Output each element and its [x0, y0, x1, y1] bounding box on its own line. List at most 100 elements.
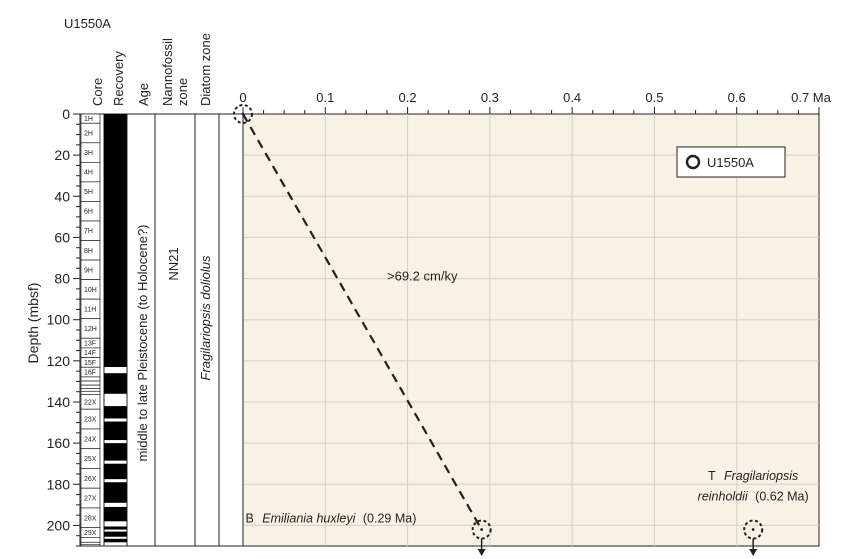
y-axis-title: Depth (mbsf)	[25, 283, 41, 364]
datum-b-species: Emiliania huxleyi	[262, 511, 356, 525]
recovery-bar	[104, 538, 127, 543]
datum-t-label: T Fragilariopsis	[708, 469, 798, 483]
x-tick-label: 0.7 Ma	[791, 90, 832, 105]
x-tick-label: 0	[239, 90, 246, 105]
x-tick-label: 0.4	[563, 90, 581, 105]
datum-arrowhead	[477, 549, 486, 556]
datum-b-label: B Emiliania huxleyi (0.29 Ma)	[245, 511, 416, 525]
recovery-bar	[104, 531, 127, 537]
datum-t-species-2: reinholdii	[698, 490, 749, 504]
age-zone-label: middle to late Pleistocene (to Holocene?…	[135, 224, 150, 461]
legend-marker	[685, 154, 701, 170]
datum-b-age: (0.29 Ma)	[363, 511, 417, 525]
core-label: 8H	[84, 248, 93, 255]
y-tick-label: 140	[47, 394, 71, 410]
recovery-bar	[104, 463, 127, 480]
core-label: 3H	[84, 150, 93, 157]
sed-rate-label: >69.2 cm/ky	[387, 269, 458, 284]
core-label: 4H	[84, 170, 93, 177]
y-tick-label: 160	[47, 435, 71, 451]
y-axis: 0 20 40 60 80 100 120 140 160 180 200	[47, 106, 81, 547]
core-label: 23X	[84, 417, 97, 424]
core-label: 1H	[84, 116, 93, 123]
core-box	[80, 537, 101, 543]
core-label: 7H	[84, 228, 93, 235]
nannofossil-header-line2: zone	[175, 78, 190, 106]
core-box	[80, 376, 101, 382]
recovery-bar	[104, 373, 127, 394]
nannofossil-column	[154, 113, 196, 547]
core-label: 11H	[84, 306, 96, 313]
core-label: 10H	[84, 287, 97, 294]
recovery-bars	[104, 114, 127, 543]
recovery-bar	[104, 506, 127, 522]
core-label: 27X	[84, 496, 97, 503]
core-boxes: 1H 2H 3H 4H 5H 6H 7H 8H 9H 10H 11H 12H 13F 14F 15F 16F 2…	[80, 113, 101, 547]
x-tick-label: 0.6	[728, 90, 746, 105]
core-label: 2H	[84, 131, 93, 138]
y-tick-label: 120	[47, 353, 71, 369]
core-label: 16F	[84, 370, 96, 377]
spacer-column	[218, 113, 244, 547]
diatom-zone-label: Fragilariopsis doliolus	[198, 255, 213, 380]
core-label: 28X	[84, 515, 97, 522]
core-box	[80, 388, 101, 392]
x-tick-label: 0.2	[399, 90, 417, 105]
y-tick-label: 200	[47, 517, 71, 533]
x-axis: 0 0.1 0.2 0.3 0.4 0.5 0.6 0.7 Ma	[239, 90, 832, 114]
datum-marker	[471, 519, 492, 540]
core-label: 12H	[84, 326, 97, 333]
y-tick-label: 180	[47, 476, 71, 492]
core-label: 9H	[84, 267, 93, 274]
core-box	[80, 544, 101, 547]
recovery-bar	[104, 114, 127, 368]
recovery-header: Recovery	[111, 51, 126, 106]
core-label: 15F	[84, 360, 96, 367]
legend-label: U1550A	[707, 155, 754, 170]
x-tick-label: 0.1	[316, 90, 334, 105]
plot-area	[242, 113, 820, 547]
datum-t-species-1: Fragilariopsis	[724, 469, 798, 483]
datum-center	[241, 112, 245, 116]
datum-b-type: B	[245, 511, 253, 525]
core-label: 24X	[84, 436, 97, 443]
core-box	[80, 390, 101, 395]
core-label: 29X	[84, 530, 97, 537]
sed-rate-line	[242, 113, 483, 531]
legend-box	[676, 146, 786, 178]
core-label: 13F	[84, 341, 96, 348]
datum-markers	[233, 104, 764, 556]
core-label: 26X	[84, 476, 97, 483]
x-tick-label: 0.3	[481, 90, 499, 105]
recovery-bar	[104, 482, 127, 503]
recovery-bar	[104, 526, 127, 530]
y-tick-label: 60	[54, 229, 70, 245]
datum-t-type: T	[708, 469, 716, 483]
stratigraphy-columns: 1H 2H 3H 4H 5H 6H 7H 8H 9H 10H 11H 12H 13F 14F 15F 16F 2…	[79, 113, 244, 547]
datum-marker	[743, 519, 764, 540]
recovery-bar	[104, 406, 127, 419]
y-tick-label: 20	[54, 147, 70, 163]
nannofossil-zone-label: NN21	[166, 247, 181, 280]
x-tick-label: 0.5	[645, 90, 663, 105]
datum-center	[751, 528, 755, 531]
legend: U1550A	[676, 146, 786, 178]
age-header: Age	[136, 83, 151, 106]
y-tick-label: 80	[54, 271, 70, 287]
recovery-bar	[104, 421, 127, 441]
datum-center	[480, 528, 484, 531]
datum-arrowhead	[749, 549, 758, 556]
y-tick-label: 100	[47, 312, 71, 328]
core-label: 5H	[84, 189, 93, 196]
core-label: 25X	[84, 456, 97, 463]
core-box	[80, 384, 101, 389]
datum-t-age: (0.62 Ma)	[755, 490, 809, 504]
y-tick-label: 40	[54, 188, 70, 204]
recovery-bar	[104, 443, 127, 461]
core-header: Core	[90, 78, 105, 106]
core-label: 6H	[84, 209, 93, 216]
datum-t-label-2: reinholdii (0.62 Ma)	[698, 490, 809, 504]
core-label: 22X	[84, 399, 97, 406]
core-box	[80, 541, 101, 546]
